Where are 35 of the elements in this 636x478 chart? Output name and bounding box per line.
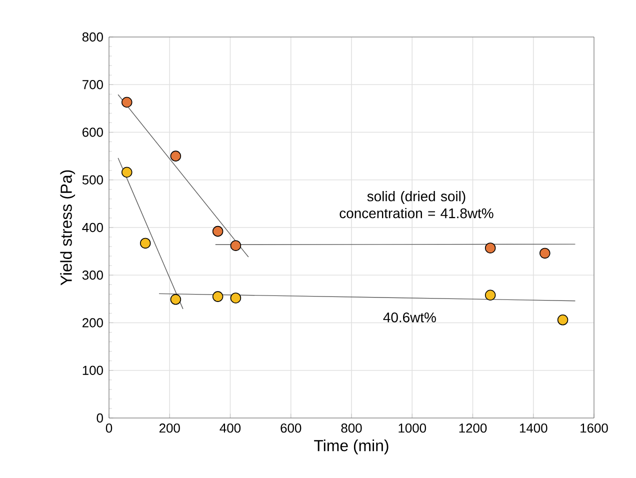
- point: [170, 294, 182, 305]
- x-tick-label: 200: [159, 424, 180, 433]
- x-tick-label: 1200: [459, 424, 487, 433]
- point: [557, 314, 568, 326]
- y-tick-label: 0: [96, 413, 103, 423]
- y-tick-label: 300: [82, 270, 103, 280]
- y-tick-label: 600: [82, 128, 103, 137]
- point: [230, 292, 242, 304]
- point: [540, 248, 550, 259]
- point: [484, 290, 496, 301]
- annotation: solid (dried soil) concentration = 41.8wt%: [340, 191, 494, 218]
- annotation: 40.6wt%: [383, 312, 436, 322]
- y-tick-label: 700: [82, 80, 103, 90]
- point: [212, 291, 224, 302]
- x-tick-label: 800: [341, 424, 362, 433]
- x-tick-label: 1400: [520, 424, 548, 433]
- x-axis-title: Time (min): [314, 440, 388, 454]
- point: [170, 150, 182, 162]
- y-tick-label: 200: [82, 318, 103, 328]
- point: [140, 238, 151, 249]
- x-tick-label: 400: [220, 424, 241, 433]
- point: [122, 166, 132, 178]
- x-tick-label: 1600: [580, 424, 608, 433]
- point: [484, 242, 496, 254]
- point: [212, 226, 224, 237]
- y-tick-label: 500: [82, 175, 103, 184]
- y-tick-label: 400: [82, 222, 103, 232]
- y-tick-label: 100: [82, 366, 103, 375]
- point: [230, 240, 242, 251]
- y-tick-label: 800: [82, 32, 103, 42]
- x-tick-label: 1000: [398, 424, 426, 433]
- point: [122, 96, 132, 108]
- y-axis-title: Yield stress (Pa): [60, 170, 76, 286]
- x-tick-label: 600: [280, 424, 302, 433]
- x-tick-label: 0: [106, 424, 112, 433]
